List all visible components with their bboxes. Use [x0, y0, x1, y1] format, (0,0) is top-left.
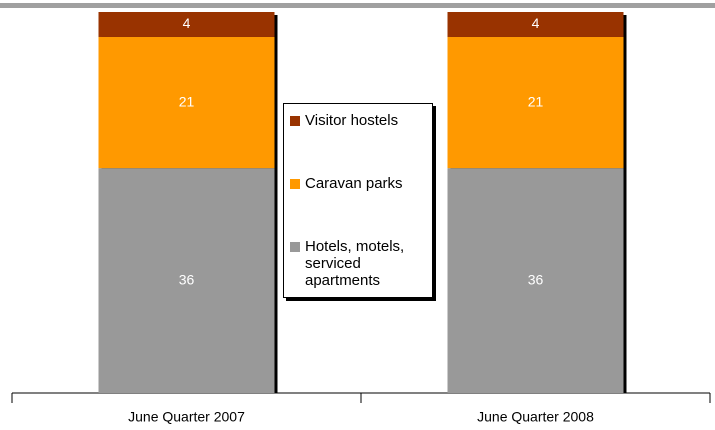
bar-segment: [98, 12, 275, 37]
x-tick-label: June Quarter 2008: [477, 409, 594, 425]
legend-item: Hotels, motels, serviced apartments: [290, 238, 426, 289]
legend-item: Visitor hostels: [290, 112, 426, 129]
legend-swatch: [290, 116, 300, 126]
legend-label: Caravan parks: [305, 175, 403, 192]
bar-segment: [447, 36, 624, 169]
value-label: 36: [528, 271, 544, 287]
legend-label: Visitor hostels: [305, 112, 399, 129]
bar-segment: [98, 168, 275, 393]
legend-item: Caravan parks: [290, 175, 426, 192]
legend-swatch: [290, 242, 300, 252]
value-label: 36: [179, 271, 195, 287]
value-label: 4: [183, 15, 191, 31]
legend-swatch: [290, 179, 300, 189]
bar-segment: [98, 36, 275, 169]
legend-label: Hotels, motels, serviced apartments: [305, 238, 405, 289]
top-rule: [0, 3, 715, 8]
value-label: 21: [528, 93, 544, 109]
bar-segment: [447, 168, 624, 393]
x-tick-label: June Quarter 2007: [128, 409, 245, 425]
legend: Visitor hostels Caravan parks Hotels, mote…: [283, 103, 433, 298]
value-label: 4: [532, 15, 540, 31]
bar-segment: [447, 12, 624, 37]
value-label: 21: [179, 93, 195, 109]
